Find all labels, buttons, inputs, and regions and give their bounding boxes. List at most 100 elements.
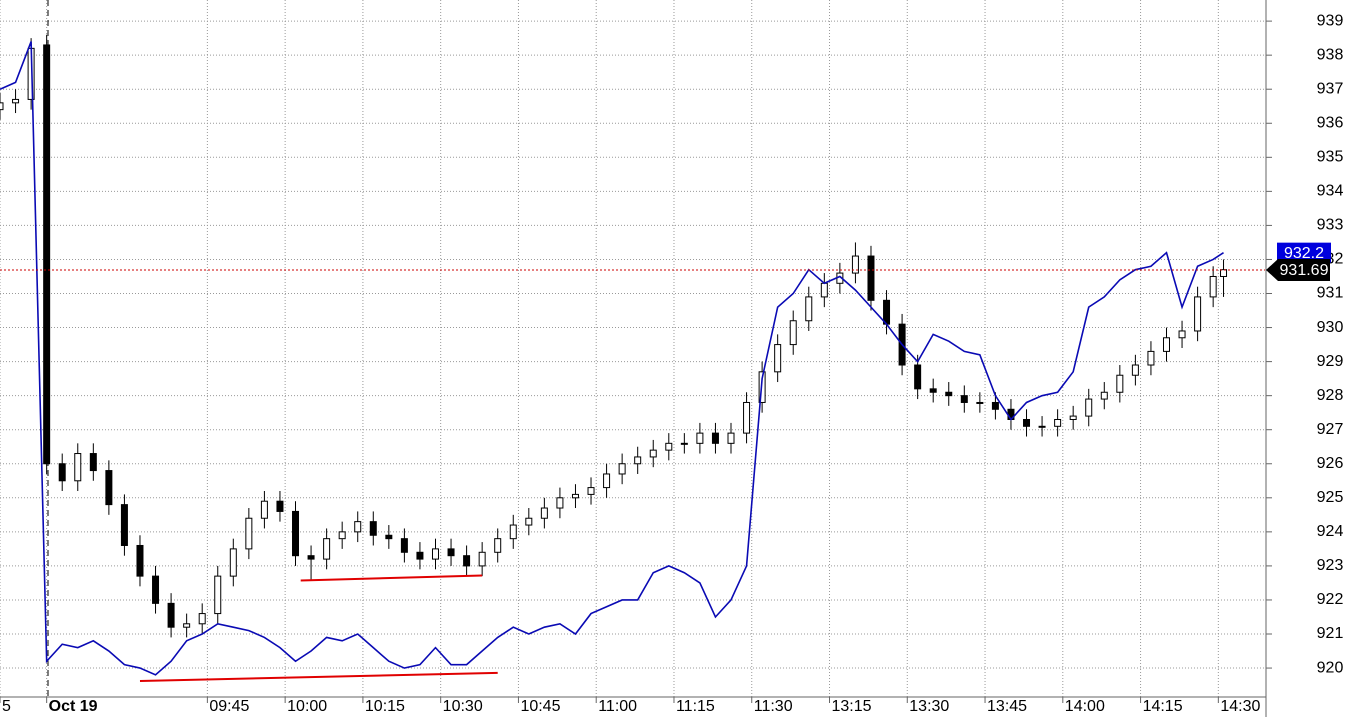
candle-body [774, 344, 782, 373]
candle-body [58, 463, 66, 482]
price-marker [1266, 259, 1330, 282]
candle-body [851, 255, 859, 274]
candle-body [416, 551, 424, 560]
trendline [300, 574, 483, 582]
y-tick-label: 926 [1317, 455, 1344, 472]
candle-body [556, 497, 564, 509]
price-marker-label: 932.2 [1284, 245, 1324, 262]
candle-body [385, 534, 393, 540]
x-tick-label: 14:15 [1143, 698, 1183, 715]
candle-body [1023, 418, 1031, 427]
candle-body [789, 320, 797, 346]
candle-body [431, 548, 439, 560]
candle-body [1085, 398, 1093, 417]
y-tick-label: 927 [1317, 421, 1344, 438]
y-tick-label: 929 [1317, 353, 1344, 370]
y-tick-label: 934 [1317, 183, 1344, 200]
plot [0, 34, 1265, 682]
y-tick-label: 935 [1317, 149, 1344, 166]
candle-body [447, 548, 455, 557]
candle-body [229, 548, 237, 577]
x-tick-label: 14:30 [1220, 698, 1260, 715]
y-tick-label: 925 [1317, 489, 1344, 506]
y-tick-label: 928 [1317, 387, 1344, 404]
candle-body [214, 575, 222, 615]
candle-body [634, 456, 642, 465]
candle-body [463, 555, 471, 567]
y-tick-label: 923 [1317, 557, 1344, 574]
x-tick-label: 10:00 [287, 698, 327, 715]
candle-body [494, 538, 502, 553]
y-tick-label: 937 [1317, 80, 1344, 97]
x-tick-label: Oct 19 [49, 698, 98, 715]
candle-body [1131, 364, 1139, 376]
price-line [0, 41, 1224, 676]
candle-body [711, 432, 719, 444]
candle-body [354, 521, 362, 533]
candle-body [369, 521, 377, 536]
x-tick-label: 13:45 [987, 698, 1027, 715]
x-tick-label: 10:15 [365, 698, 405, 715]
candle-body [1194, 296, 1202, 332]
candle-body [945, 391, 953, 397]
candle-body [929, 388, 937, 393]
candle-body [867, 255, 875, 301]
candle-body [152, 575, 160, 604]
y-tick-label: 924 [1317, 523, 1344, 540]
x-tick-label: 5 [2, 698, 11, 715]
axis-labels: 9209219229239249259269279289299309319329… [0, 12, 1343, 715]
y-tick-label: 939 [1317, 12, 1344, 29]
candle-body [727, 432, 735, 444]
candle-body [1220, 269, 1228, 277]
candle-body [1162, 337, 1170, 352]
y-tick-label: 938 [1317, 46, 1344, 63]
candle-body [587, 487, 595, 495]
candle-body [743, 401, 751, 434]
candle-body [89, 453, 97, 472]
candle-body [1038, 425, 1046, 428]
candle-body [167, 602, 175, 628]
candle-body [883, 299, 891, 325]
candle-body [509, 524, 517, 540]
candle-body [338, 531, 346, 540]
x-tick-label: 13:15 [832, 698, 872, 715]
candle-body [540, 507, 548, 519]
candle-body [43, 44, 51, 465]
price-marker [1277, 242, 1331, 263]
candle-body [478, 551, 486, 567]
x-tick-label: 10:45 [520, 698, 560, 715]
x-tick-label: 13:30 [909, 698, 949, 715]
x-tick-label: 11:15 [676, 698, 715, 715]
candle-body [603, 473, 611, 489]
candle-body [820, 282, 828, 298]
candle-body [960, 395, 968, 403]
candle-body [276, 500, 284, 512]
candle-body [525, 517, 533, 526]
candle-body [571, 493, 579, 499]
grid [0, 0, 1265, 697]
candle-body [976, 401, 984, 404]
y-tick-label: 922 [1317, 591, 1344, 608]
candle-body [1100, 391, 1108, 400]
x-tick-label: 11:00 [598, 698, 637, 715]
candle-body [649, 449, 657, 458]
y-tick-label: 921 [1317, 625, 1344, 642]
candle-body [1069, 415, 1077, 420]
candle-body [696, 432, 704, 444]
candle-body [1054, 418, 1062, 427]
candle-body [1147, 350, 1155, 366]
x-tick-label: 10:30 [443, 698, 483, 715]
candle-body [120, 504, 128, 546]
candle-body [0, 102, 4, 111]
price-marker-label: 931.69 [1280, 262, 1329, 279]
candle-body [136, 544, 144, 577]
candle-body [198, 613, 206, 625]
candle-body [12, 98, 20, 104]
x-tick-label: 09:45 [209, 698, 249, 715]
trendline [139, 671, 498, 682]
candle-body [680, 442, 688, 445]
candle-body [400, 538, 408, 553]
y-tick-label: 931 [1317, 285, 1344, 302]
